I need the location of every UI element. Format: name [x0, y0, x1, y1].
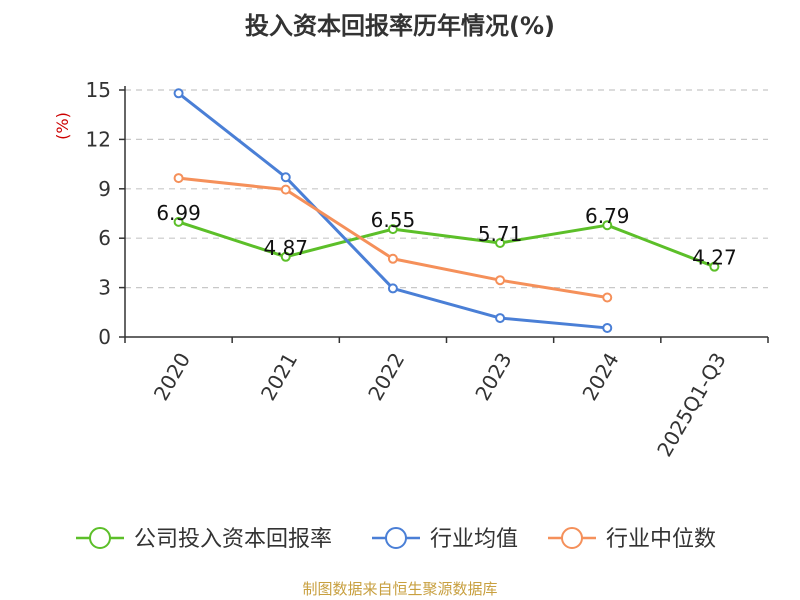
series-group: [173, 88, 720, 333]
series-2-point-2021: [280, 184, 291, 195]
data-labels: 6.99 4.87 6.55 5.71 6.79 4.27: [156, 201, 736, 270]
legend-marker-1: [385, 527, 407, 549]
y-axis-unit-label: (%): [53, 112, 72, 140]
series-0-point-2022: [387, 224, 398, 235]
y-tick-label-6: 6: [98, 226, 111, 250]
series-2-point-2020: [173, 173, 184, 184]
x-tick-label-2022: 2022: [363, 349, 409, 405]
y-tick-label-9: 9: [98, 177, 111, 201]
y-tick-labels: 0 3 6 9 12 15: [86, 78, 111, 349]
data-label-2023: 5.71: [478, 222, 523, 246]
data-label-2025Q1-Q3: 4.27: [692, 246, 737, 270]
y-tick-label-3: 3: [98, 276, 111, 300]
source-note: 制图数据来自恒生聚源数据库: [302, 580, 497, 598]
series-1-point-2024: [602, 322, 613, 333]
series-1-point-2020: [173, 88, 184, 99]
legend-marker-2: [561, 527, 583, 549]
data-label-2021: 4.87: [263, 236, 308, 260]
series-1-point-2023: [495, 313, 506, 324]
series-2-point-2023: [495, 275, 506, 286]
x-tick-labels: 2020 2021 2022 2023 2024 2025Q1-Q3: [149, 349, 731, 461]
data-label-2022: 6.55: [371, 208, 416, 232]
axes: [124, 86, 769, 343]
series-0-point-2020: [173, 216, 184, 227]
x-tick-label-2025Q1-Q3: 2025Q1-Q3: [652, 349, 731, 461]
legend-label-0: 公司投入资本回报率: [134, 527, 332, 552]
series-0-point-2025Q1-Q3: [709, 261, 720, 272]
legend-label-2: 行业中位数: [606, 527, 716, 552]
grid-lines: [119, 89, 768, 338]
chart-title: 投入资本回报率历年情况(%): [245, 12, 555, 40]
data-label-2024: 6.79: [585, 204, 630, 228]
legend-marker-0: [89, 527, 111, 549]
legend[interactable]: 公司投入资本回报率 行业均值 行业中位数: [76, 527, 716, 552]
series-1-point-2022: [387, 283, 398, 294]
series-0-point-2021: [280, 251, 291, 262]
series-line-0: [178, 220, 715, 269]
x-tick-label-2021: 2021: [256, 349, 302, 405]
series-0-point-2024: [602, 220, 613, 231]
y-tick-label-0: 0: [98, 325, 111, 349]
series-0-point-2023: [495, 237, 506, 248]
y-tick-label-12: 12: [86, 127, 111, 151]
series-2-point-2024: [602, 292, 613, 303]
legend-label-1: 行业均值: [430, 527, 518, 552]
series-1-point-2021: [280, 172, 291, 183]
x-tick-label-2020: 2020: [149, 349, 195, 405]
x-tick-label-2023: 2023: [470, 349, 516, 405]
data-label-2020: 6.99: [156, 201, 201, 225]
y-tick-label-15: 15: [86, 78, 111, 102]
x-tick-label-2024: 2024: [577, 349, 623, 405]
series-2-point-2022: [387, 253, 398, 264]
